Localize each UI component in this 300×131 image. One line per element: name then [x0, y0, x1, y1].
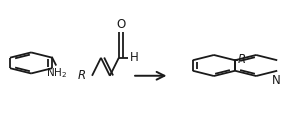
Text: N: N	[272, 74, 281, 87]
Text: O: O	[116, 18, 125, 31]
Text: R: R	[237, 53, 245, 67]
Text: NH$_2$: NH$_2$	[46, 66, 67, 80]
Text: H: H	[130, 51, 139, 64]
Text: R: R	[77, 69, 86, 82]
